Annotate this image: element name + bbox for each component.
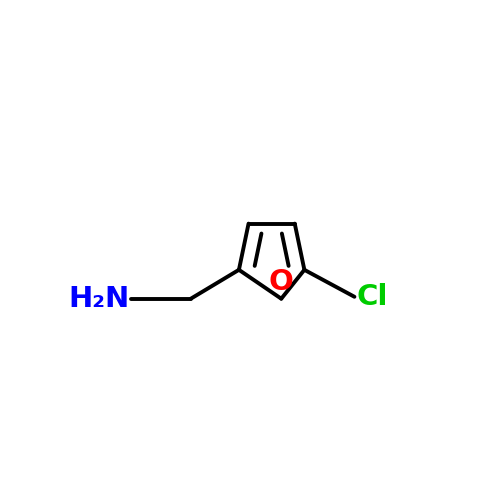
Text: O: O (269, 268, 293, 295)
Text: H₂N: H₂N (68, 284, 129, 312)
Text: Cl: Cl (356, 283, 388, 311)
